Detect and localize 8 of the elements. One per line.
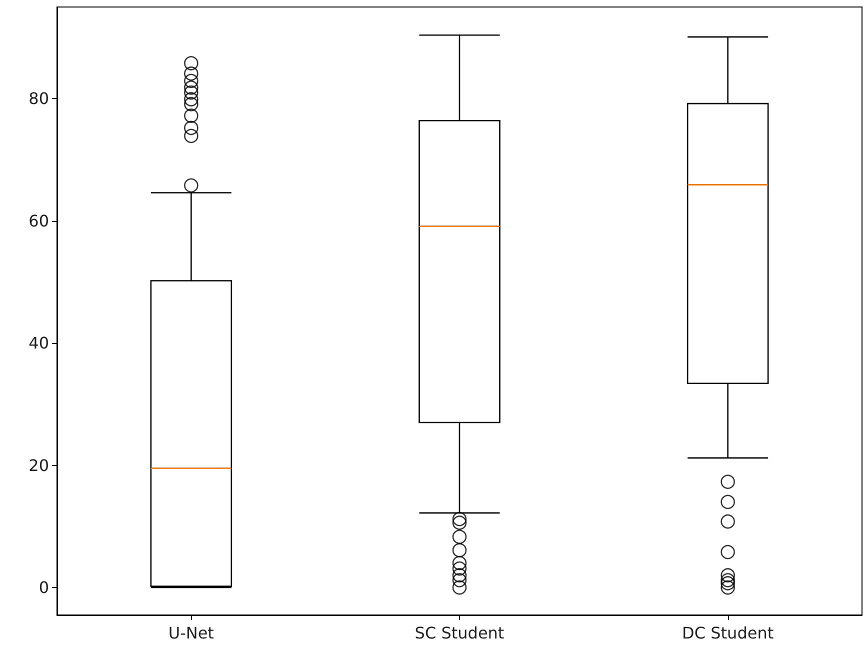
y-tick-label: 20 xyxy=(28,456,49,475)
x-tick-label: U-Net xyxy=(168,624,214,642)
x-tick-label: SC Student xyxy=(414,624,504,642)
x-tick-label: DC Student xyxy=(682,624,774,642)
y-tick-label: 80 xyxy=(28,89,49,108)
y-tick-label: 40 xyxy=(28,334,49,353)
y-tick-label: 0 xyxy=(38,578,49,598)
y-tick-label: 60 xyxy=(28,211,49,230)
